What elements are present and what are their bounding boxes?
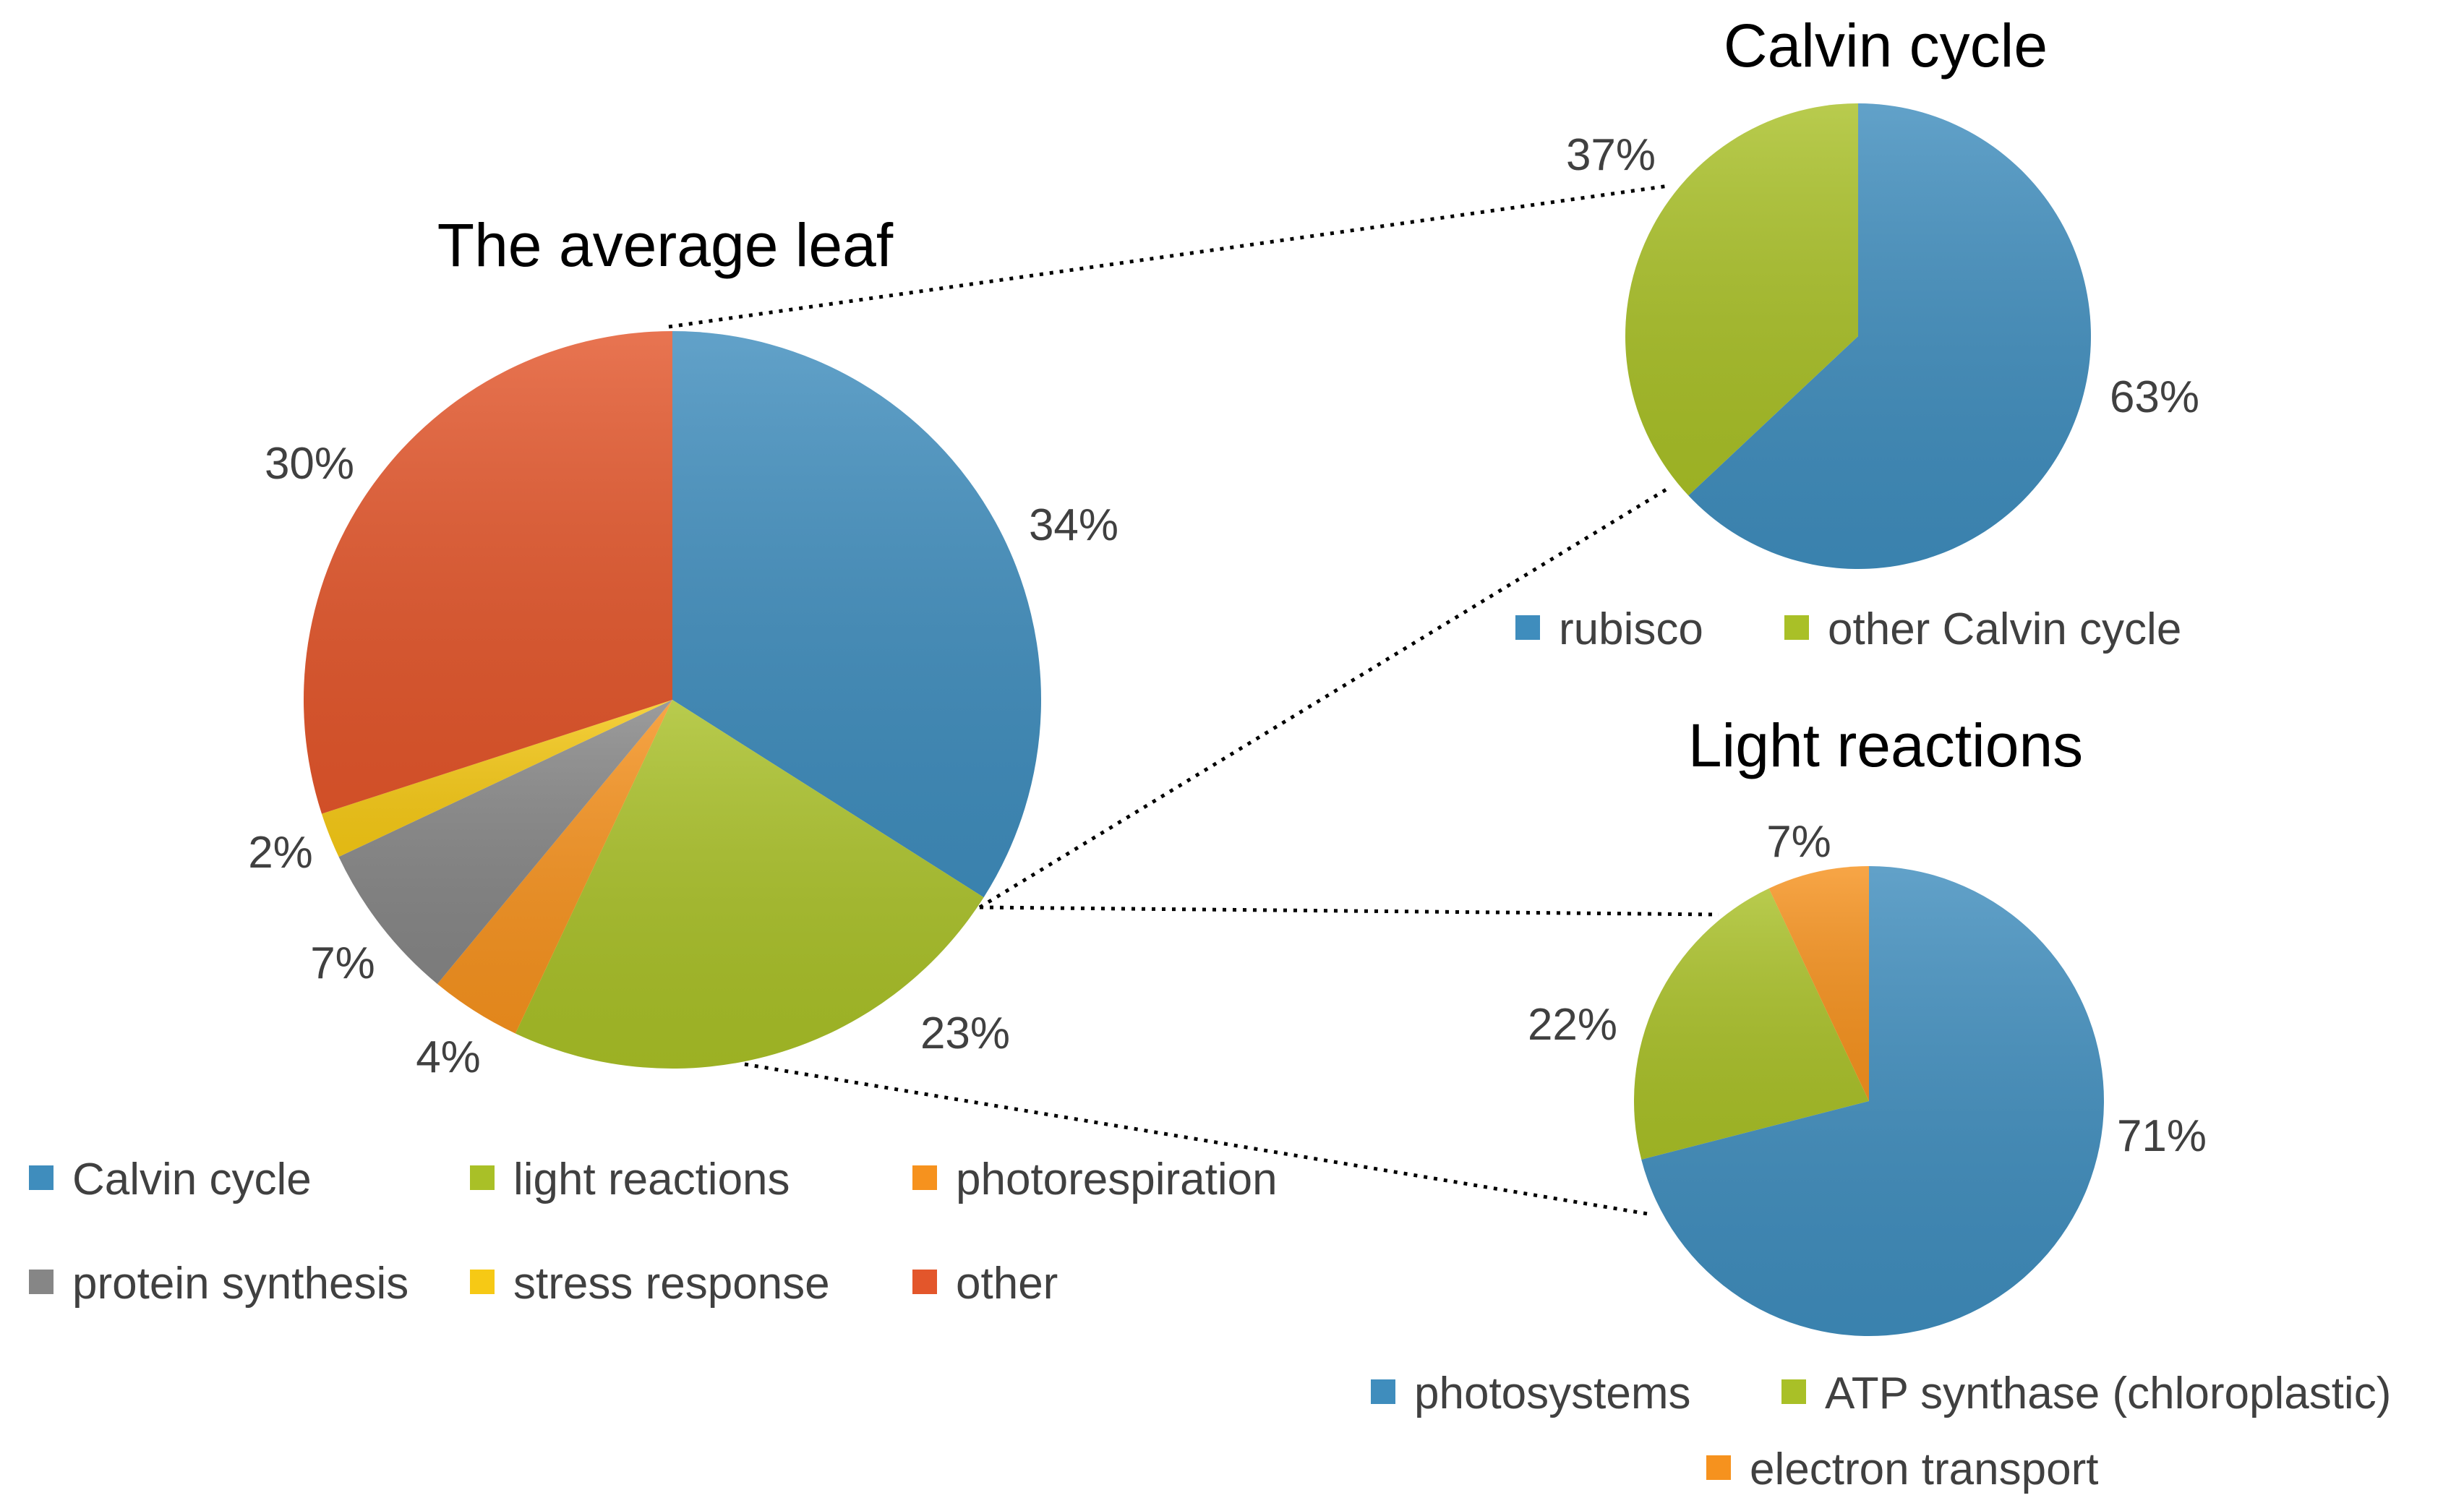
legend-label-atp-synthase: ATP synthase (chloroplastic) bbox=[1825, 1369, 2391, 1418]
legend-label-calvin-cycle: Calvin cycle bbox=[72, 1155, 312, 1204]
slice-average-leaf-other-shade bbox=[303, 331, 672, 814]
legend-label-protein-synthesis: protein synthesis bbox=[72, 1259, 408, 1309]
legend-average-leaf: Calvin cycle light reactions photorespir… bbox=[29, 1155, 1278, 1309]
data-label-photosystems: 71% bbox=[2117, 1111, 2207, 1161]
legend-swatch-electron-transport bbox=[1706, 1455, 1731, 1480]
connector-light-top bbox=[979, 905, 1719, 917]
legend-calvin-cycle: rubisco other Calvin cycle bbox=[1515, 604, 2181, 654]
legend-swatch-calvin-cycle bbox=[29, 1165, 54, 1190]
chart-title-light-reactions: Light reactions bbox=[1688, 711, 2083, 779]
legend-swatch-other-calvin-cycle bbox=[1784, 615, 1809, 640]
legend-label-other: other bbox=[956, 1259, 1058, 1309]
connector-calvin-top bbox=[668, 184, 1669, 329]
legend-label-electron-transport: electron transport bbox=[1750, 1444, 2098, 1494]
data-label-light-reactions: 23% bbox=[920, 1009, 1010, 1058]
legend-light-reactions: photosystems ATP synthase (chloroplastic… bbox=[1371, 1369, 2391, 1494]
slice-average-leaf-calvin-cycle-shade bbox=[672, 331, 1042, 898]
legend-swatch-other bbox=[912, 1270, 937, 1294]
legend-swatch-atp-synthase bbox=[1781, 1379, 1806, 1404]
legend-swatch-stress-response bbox=[470, 1270, 495, 1294]
legend-label-photosystems: photosystems bbox=[1414, 1369, 1691, 1418]
slice-light-reactions-electron-transport-shade bbox=[1768, 866, 1869, 1101]
data-label-other-calvin-cycle: 37% bbox=[1566, 130, 1656, 180]
data-label-calvin-cycle: 34% bbox=[1029, 500, 1118, 550]
slice-average-leaf-light-reactions-shade bbox=[515, 700, 984, 1069]
chart-title-calvin-cycle: Calvin cycle bbox=[1724, 12, 2048, 80]
legend-swatch-photosystems bbox=[1371, 1379, 1395, 1404]
slice-average-leaf-protein-synthesis-shade bbox=[338, 700, 672, 984]
pie-light-reactions bbox=[1634, 866, 2105, 1336]
legend-swatch-protein-synthesis bbox=[29, 1270, 54, 1294]
data-label-atp-synthase: 22% bbox=[1528, 1000, 1617, 1050]
legend-label-other-calvin-cycle: other Calvin cycle bbox=[1828, 604, 2181, 654]
data-label-photorespiration: 4% bbox=[416, 1032, 481, 1082]
slice-light-reactions-photosystems-shade bbox=[1641, 866, 2105, 1336]
slice-average-leaf-photorespiration-shade bbox=[437, 700, 672, 1034]
data-label-protein-synthesis: 7% bbox=[310, 938, 375, 988]
pie-average-leaf bbox=[303, 331, 1042, 1069]
data-label-other: 30% bbox=[265, 439, 354, 489]
connector-light-bottom bbox=[744, 1062, 1653, 1217]
slice-calvin-cycle-rubisco-shade bbox=[1688, 103, 2092, 570]
legend-label-stress-response: stress response bbox=[513, 1259, 830, 1309]
pie-calvin-cycle bbox=[1625, 103, 2092, 570]
legend-swatch-light-reactions bbox=[470, 1165, 495, 1190]
slice-light-reactions-atp-synthase-chloroplastic-shade bbox=[1634, 888, 1869, 1160]
connector-calvin-bottom bbox=[978, 486, 1670, 909]
legend-swatch-photorespiration bbox=[912, 1165, 937, 1190]
legend-label-rubisco: rubisco bbox=[1559, 604, 1703, 654]
slice-average-leaf-stress-response-shade bbox=[321, 700, 672, 857]
legend-label-photorespiration: photorespiration bbox=[956, 1155, 1278, 1204]
data-label-rubisco: 63% bbox=[2110, 372, 2199, 422]
data-label-electron-transport: 7% bbox=[1766, 817, 1831, 867]
legend-label-light-reactions: light reactions bbox=[513, 1155, 790, 1204]
slice-calvin-cycle-other-calvin-cycle-shade bbox=[1625, 103, 1858, 496]
data-label-stress-response: 2% bbox=[248, 828, 313, 878]
chart-title-average-leaf: The average leaf bbox=[437, 211, 894, 279]
legend-swatch-rubisco bbox=[1515, 615, 1540, 640]
